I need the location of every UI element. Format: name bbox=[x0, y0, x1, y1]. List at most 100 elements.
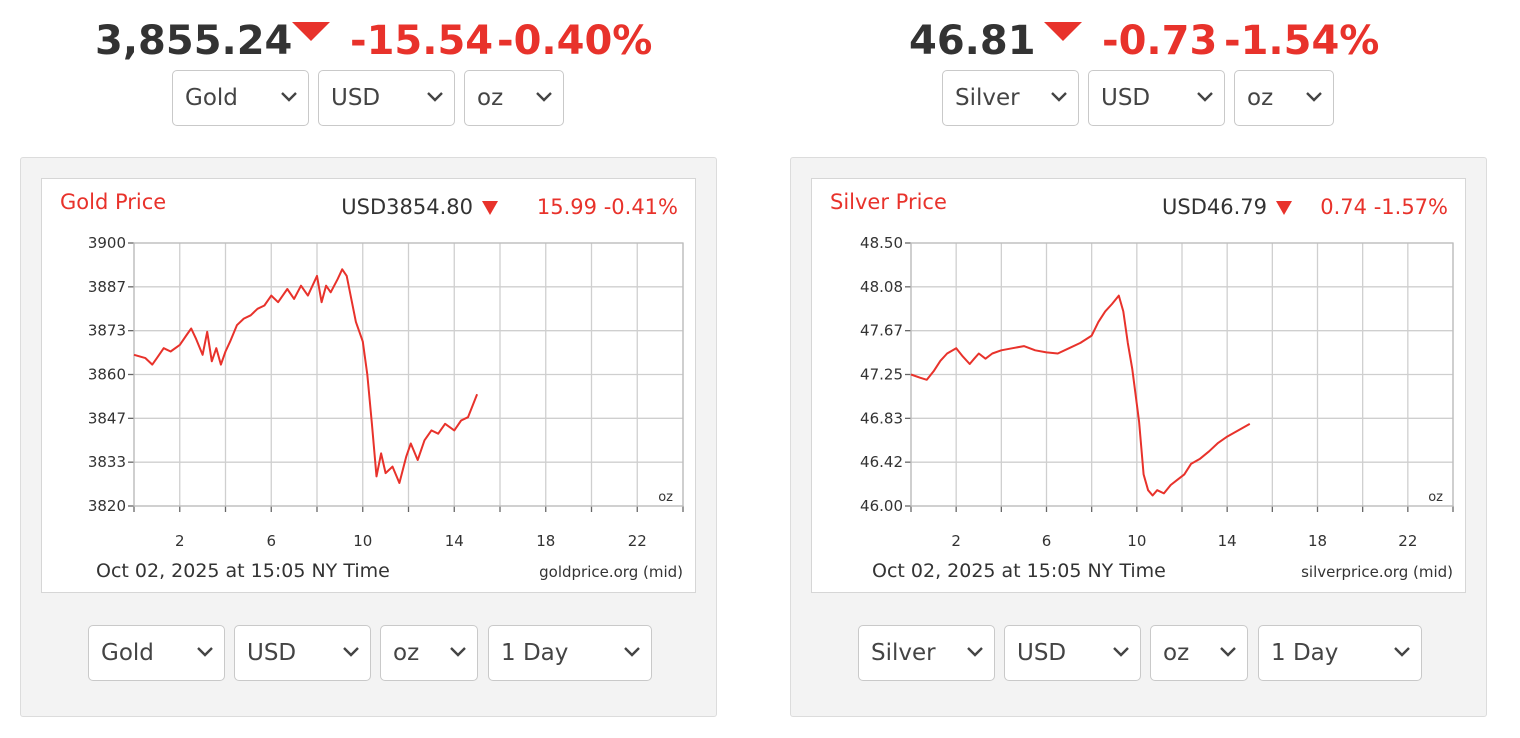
unit-select-value: oz bbox=[1163, 640, 1190, 666]
silver-chart-box: Silver Price USD46.79 0.74 -1.57% oz Oct… bbox=[790, 157, 1487, 717]
y-tick-label: 48.08 bbox=[860, 278, 903, 296]
chart-change: 0.74 -1.57% bbox=[1320, 195, 1448, 219]
unit-select[interactable]: oz bbox=[464, 70, 564, 126]
unit-select-value: oz bbox=[477, 85, 504, 111]
price-line bbox=[910, 294, 1251, 497]
currency-select[interactable]: USD bbox=[1004, 625, 1141, 681]
silver-ticker-change-pct: -1.54% bbox=[1224, 18, 1380, 64]
y-tick-label: 3833 bbox=[88, 453, 126, 471]
range-select-value: 1 Day bbox=[501, 640, 569, 666]
gold-ticker-price: 3,855.24 bbox=[95, 18, 293, 64]
chart-grid bbox=[905, 242, 1454, 512]
down-triangle-icon bbox=[482, 201, 498, 215]
chart-current-price: USD46.79 bbox=[1162, 195, 1267, 219]
chevron-down-icon bbox=[536, 92, 552, 102]
chart-title: Silver Price bbox=[830, 190, 947, 214]
unit-label: oz bbox=[658, 490, 673, 505]
range-select-value: 1 Day bbox=[1271, 640, 1339, 666]
x-tick-label: 10 bbox=[353, 532, 372, 550]
chart-source: goldprice.org (mid) bbox=[539, 563, 683, 581]
metal-select[interactable]: Gold bbox=[88, 625, 225, 681]
silver-ticker: 46.81 -0.73 -1.54% bbox=[770, 14, 1520, 68]
x-tick-label: 22 bbox=[1398, 532, 1417, 550]
chart-grid bbox=[128, 242, 684, 512]
y-tick-label: 3873 bbox=[88, 322, 126, 340]
chart-timestamp: Oct 02, 2025 at 15:05 NY Time bbox=[96, 560, 390, 582]
unit-select[interactable]: oz bbox=[1234, 70, 1334, 126]
plot-border bbox=[133, 242, 684, 507]
x-tick-label: 6 bbox=[1042, 532, 1052, 550]
chevron-down-icon bbox=[1220, 647, 1236, 657]
currency-select[interactable]: USD bbox=[234, 625, 371, 681]
y-tick-label: 3860 bbox=[88, 366, 126, 384]
down-arrow-icon bbox=[1044, 22, 1082, 41]
currency-select[interactable]: USD bbox=[1088, 70, 1225, 126]
chevron-down-icon bbox=[1306, 92, 1322, 102]
x-tick-label: 18 bbox=[1308, 532, 1327, 550]
currency-select-value: USD bbox=[247, 640, 297, 666]
y-tick-label: 46.00 bbox=[860, 497, 903, 515]
y-tick-label: 3820 bbox=[88, 497, 126, 515]
currency-select[interactable]: USD bbox=[318, 70, 455, 126]
x-tick-label: 18 bbox=[536, 532, 555, 550]
chart-source: silverprice.org (mid) bbox=[1301, 563, 1453, 581]
chevron-down-icon bbox=[450, 647, 466, 657]
x-tick-label: 2 bbox=[951, 532, 961, 550]
metal-select[interactable]: Silver bbox=[858, 625, 995, 681]
y-tick-label: 48.50 bbox=[860, 234, 903, 252]
y-tick-label: 47.67 bbox=[860, 322, 903, 340]
currency-select-value: USD bbox=[331, 85, 381, 111]
chart-change: 15.99 -0.41% bbox=[537, 195, 678, 219]
chart-title: Gold Price bbox=[60, 190, 166, 214]
silver-ticker-price: 46.81 bbox=[909, 18, 1036, 64]
down-triangle-icon bbox=[1276, 201, 1292, 215]
y-tick-label: 3847 bbox=[88, 409, 126, 427]
metal-select[interactable]: Silver bbox=[942, 70, 1079, 126]
x-tick-label: 10 bbox=[1127, 532, 1146, 550]
silver-chart: Silver Price USD46.79 0.74 -1.57% oz Oct… bbox=[811, 178, 1466, 593]
chevron-down-icon bbox=[197, 647, 213, 657]
x-tick-label: 22 bbox=[628, 532, 647, 550]
unit-select[interactable]: oz bbox=[380, 625, 478, 681]
chevron-down-icon bbox=[1394, 647, 1410, 657]
x-tick-label: 14 bbox=[1218, 532, 1237, 550]
chart-current-price: USD3854.80 bbox=[341, 195, 473, 219]
gold-ticker-change-pct: -0.40% bbox=[497, 18, 653, 64]
currency-select-value: USD bbox=[1101, 85, 1151, 111]
chevron-down-icon bbox=[343, 647, 359, 657]
gold-ticker: 3,855.24 -15.54 -0.40% bbox=[0, 14, 770, 68]
chart-timestamp: Oct 02, 2025 at 15:05 NY Time bbox=[872, 560, 1166, 582]
silver-ticker-change: -0.73 bbox=[1102, 18, 1218, 64]
chevron-down-icon bbox=[281, 92, 297, 102]
y-tick-label: 3900 bbox=[88, 234, 126, 252]
down-arrow-icon bbox=[292, 22, 330, 41]
unit-select-value: oz bbox=[1247, 85, 1274, 111]
chevron-down-icon bbox=[427, 92, 443, 102]
range-select[interactable]: 1 Day bbox=[488, 625, 652, 681]
silver-chart-svg: Silver Price USD46.79 0.74 -1.57% oz Oct… bbox=[830, 190, 1454, 582]
range-select[interactable]: 1 Day bbox=[1258, 625, 1422, 681]
y-tick-label: 47.25 bbox=[860, 366, 903, 384]
price-line bbox=[133, 268, 479, 484]
unit-select[interactable]: oz bbox=[1150, 625, 1248, 681]
chevron-down-icon bbox=[1197, 92, 1213, 102]
chevron-down-icon bbox=[624, 647, 640, 657]
y-tick-label: 3887 bbox=[88, 278, 126, 296]
metal-select-value: Silver bbox=[955, 85, 1020, 111]
metal-select-value: Silver bbox=[871, 640, 936, 666]
chevron-down-icon bbox=[1113, 647, 1129, 657]
silver-panel: 46.81 -0.73 -1.54% Silver USD oz Silver … bbox=[770, 0, 1520, 738]
gold-chart-box: Gold Price USD3854.80 15.99 -0.41% oz Oc… bbox=[20, 157, 717, 717]
gold-chart: Gold Price USD3854.80 15.99 -0.41% oz Oc… bbox=[41, 178, 696, 593]
gold-panel: 3,855.24 -15.54 -0.40% Gold USD oz Gold … bbox=[0, 14, 770, 717]
metal-select-value: Gold bbox=[101, 640, 154, 666]
gold-ticker-change: -15.54 bbox=[350, 18, 494, 64]
metal-select-value: Gold bbox=[185, 85, 238, 111]
y-tick-label: 46.83 bbox=[860, 409, 903, 427]
unit-select-value: oz bbox=[393, 640, 420, 666]
y-tick-label: 46.42 bbox=[860, 453, 903, 471]
metal-select[interactable]: Gold bbox=[172, 70, 309, 126]
unit-label: oz bbox=[1428, 490, 1443, 505]
x-tick-label: 2 bbox=[175, 532, 185, 550]
chevron-down-icon bbox=[1051, 92, 1067, 102]
